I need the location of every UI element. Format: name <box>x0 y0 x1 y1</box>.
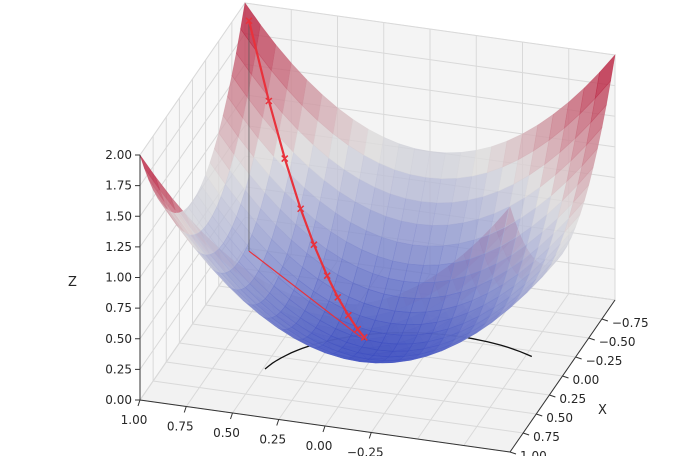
x-tick-label: −0.25 <box>586 354 623 368</box>
x-tick-mark <box>601 318 609 322</box>
z-axis-label: Z <box>68 275 77 290</box>
y-tick-label: 0.50 <box>213 426 240 440</box>
y-tick-mark <box>230 412 233 420</box>
x-tick-mark <box>575 356 582 360</box>
y-tick-label: 0.25 <box>259 433 286 447</box>
z-tick-label: 2.00 <box>105 148 132 162</box>
axis-labels: Z X <box>68 275 607 418</box>
floor-gridline <box>166 361 537 415</box>
path-marker <box>297 205 305 213</box>
path-marker <box>245 17 253 25</box>
z-tick-label: 0.50 <box>105 332 132 346</box>
x-tick-label: 0.25 <box>559 392 586 406</box>
path-marker <box>281 155 289 163</box>
x-tick-mark <box>588 337 595 341</box>
y-tick-mark <box>183 406 187 413</box>
y-tick-mark <box>322 425 326 433</box>
x-tick-label: −0.50 <box>599 335 636 349</box>
x-axis-label: X <box>598 403 607 418</box>
x-tick-mark <box>562 375 569 379</box>
path-floor-projection <box>248 250 365 341</box>
z-tick-label: 0.25 <box>105 362 132 376</box>
axis-ticks: 0.00 0.25 0.50 0.75 1.00 1.25 1.50 1.75 2.00 1.00… <box>105 148 648 456</box>
y-tick-mark <box>276 419 280 426</box>
path-marker <box>354 325 362 333</box>
x-tick-mark <box>536 413 543 417</box>
x-tick-label: −0.75 <box>612 316 649 330</box>
z-tick-label: 1.75 <box>105 179 132 193</box>
z-tick-label: 1.25 <box>105 240 132 254</box>
path-marker <box>344 311 352 319</box>
x-tick-label: 0.75 <box>533 430 560 444</box>
y-tick-label: −0.25 <box>347 446 384 456</box>
z-tick-label: 0.75 <box>105 301 132 315</box>
descent-path-line <box>247 20 366 339</box>
path-marker <box>265 97 273 105</box>
z-tick-label: 1.50 <box>105 209 132 223</box>
path-marker <box>310 241 318 249</box>
z-tick-label: 0.00 <box>105 393 132 407</box>
path-marker <box>360 333 368 341</box>
x-tick-mark <box>549 394 556 398</box>
y-tick-label: 0.75 <box>167 420 194 434</box>
x-tick-label: 1.00 <box>520 449 547 456</box>
x-tick-mark <box>522 432 530 436</box>
x-tick-mark <box>509 451 517 455</box>
descent-path <box>245 17 368 341</box>
x-tick-label: 0.00 <box>573 373 600 387</box>
y-tick-mark <box>137 399 141 407</box>
path-marker <box>323 272 331 280</box>
floor-gridline <box>179 342 550 396</box>
surface-facet <box>594 54 616 100</box>
z-tick-label: 1.00 <box>105 271 132 285</box>
y-tick-label: 1.00 <box>121 413 148 427</box>
x-tick-label: 0.50 <box>546 411 573 425</box>
floor-gridline <box>153 380 524 434</box>
path-marker <box>334 293 342 301</box>
y-tick-mark <box>368 432 372 439</box>
surface-mesh <box>139 2 616 364</box>
y-tick-label: 0.00 <box>306 439 333 453</box>
